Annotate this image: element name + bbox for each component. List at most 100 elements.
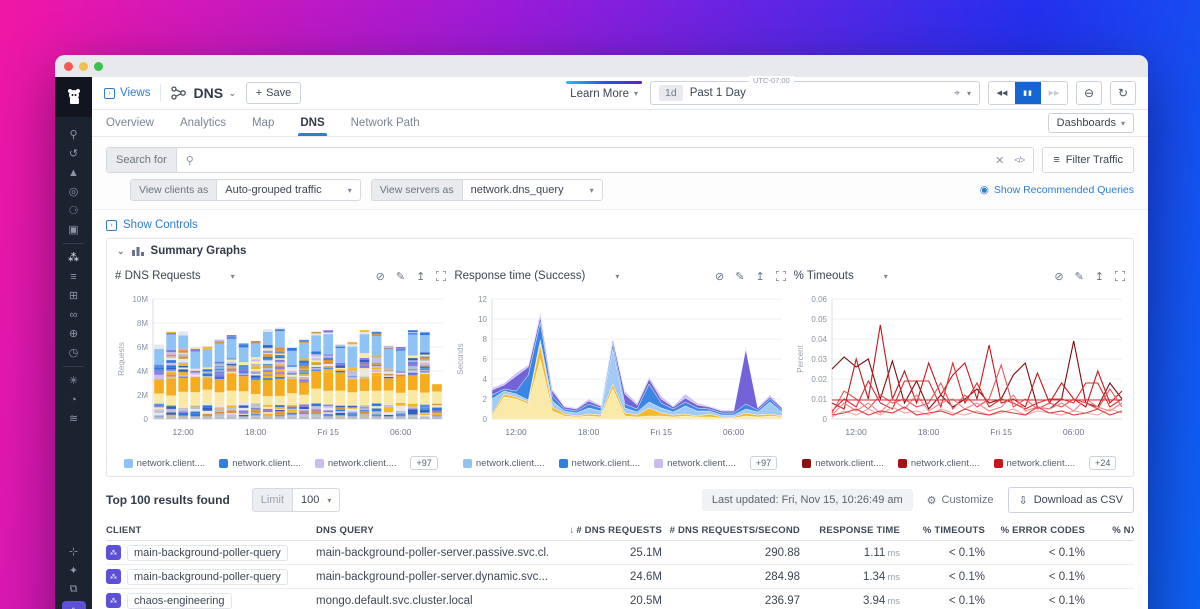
col-dns-requests-second[interactable]: # DNS REQUESTS/SECOND	[666, 525, 804, 536]
response-time-chart[interactable]: 024681012Seconds12:0018:00Fri 1506:00	[454, 289, 790, 447]
maximize-window-button[interactable]	[94, 62, 103, 71]
legend-item[interactable]: network.client....	[559, 458, 641, 469]
legend-more-badge[interactable]: +97	[750, 456, 777, 470]
globe-icon[interactable]: ⊕	[55, 324, 92, 343]
link-icon[interactable]: ∞	[55, 305, 92, 324]
expand-chart-icon[interactable]	[436, 271, 446, 281]
dns-query-cell[interactable]: mongo.default.svc.cluster.local	[316, 595, 548, 607]
pause-button[interactable]: ▮▮	[1015, 82, 1041, 104]
expand-chart-icon[interactable]	[776, 271, 786, 281]
integrations-icon[interactable]: ⊹	[55, 542, 92, 561]
time-range-selector[interactable]: UTC-07:00 1d Past 1 Day ⌖ ▾	[650, 81, 980, 105]
hide-chart-icon[interactable]: ⊘	[376, 270, 385, 283]
dns-query-cell[interactable]: main-background-poller-server.passive.sv…	[316, 547, 548, 559]
export-chart-icon[interactable]: ↥	[416, 270, 425, 283]
dashboards-dropdown[interactable]: Dashboards ▾	[1048, 113, 1134, 133]
show-controls-link[interactable]: › Show Controls	[92, 210, 1148, 231]
cube-icon[interactable]: ▣	[55, 220, 92, 239]
export-chart-icon[interactable]: ↥	[755, 270, 764, 283]
pin-icon[interactable]: ⌖	[954, 88, 960, 99]
col-error-codes[interactable]: % ERROR CODES	[989, 525, 1089, 536]
client-tag[interactable]: chaos-engineering	[127, 593, 232, 609]
dns-requests-chart[interactable]: 02M4M6M8M10MRequests12:0018:00Fri 1506:0…	[115, 289, 451, 447]
filter-icon[interactable]: ≡	[55, 267, 92, 286]
view-type-dropdown[interactable]: DNS ⌄	[171, 85, 235, 101]
client-tag[interactable]: main-background-poller-query	[127, 569, 288, 585]
col-response-time[interactable]: RESPONSE TIME	[804, 525, 904, 536]
refresh-button[interactable]: ↻	[1110, 81, 1136, 105]
legend-more-badge[interactable]: +24	[1089, 456, 1116, 470]
legend-item[interactable]: network.client....	[654, 458, 736, 469]
rewind-button[interactable]: ◀◀	[989, 82, 1015, 104]
binoculars-icon[interactable]: ⚆	[55, 201, 92, 220]
windows-icon[interactable]: ⊞	[55, 286, 92, 305]
col-dns-query[interactable]: DNS QUERY	[316, 525, 548, 536]
target-icon[interactable]: ◎	[55, 182, 92, 201]
sparkles-icon[interactable]: ✦	[55, 561, 92, 580]
edit-chart-icon[interactable]: ✎	[396, 270, 405, 283]
compass-icon[interactable]: ◷	[55, 343, 92, 362]
view-clients-select[interactable]: Auto-grouped traffic ▾	[217, 180, 359, 200]
view-servers-select[interactable]: network.dns_query ▾	[463, 180, 602, 200]
edit-chart-icon[interactable]: ✎	[1075, 270, 1084, 283]
edit-chart-icon[interactable]: ✎	[735, 270, 744, 283]
save-button[interactable]: + Save	[246, 82, 302, 104]
tab-analytics[interactable]: Analytics	[180, 110, 226, 136]
download-csv-button[interactable]: ⇩ Download as CSV	[1008, 487, 1135, 513]
timeouts-chart[interactable]: 00.010.020.030.040.050.06Percent12:0018:…	[794, 289, 1130, 447]
table-row[interactable]: ⁂ main-background-poller-query main-back…	[106, 565, 1134, 589]
copy-icon[interactable]: ⧉	[55, 580, 92, 599]
active-app-icon[interactable]: ⌂	[62, 601, 86, 609]
hide-chart-icon[interactable]: ⊘	[1054, 270, 1063, 283]
search-for-label[interactable]: Search for	[107, 148, 177, 172]
tab-overview[interactable]: Overview	[106, 110, 154, 136]
show-recommended-queries-link[interactable]: ◉ Show Recommended Queries	[980, 184, 1134, 196]
tab-network-path[interactable]: Network Path	[351, 110, 420, 136]
legend-item[interactable]: network.client....	[315, 458, 397, 469]
learn-more-dropdown[interactable]: Learn More ▾	[566, 83, 642, 104]
legend-item[interactable]: network.client....	[802, 458, 884, 469]
legend-item[interactable]: network.client....	[994, 458, 1076, 469]
clear-search-icon[interactable]: ✕	[995, 154, 1004, 167]
table-row[interactable]: ⁂ chaos-engineering mongo.default.svc.cl…	[106, 589, 1134, 609]
search-input[interactable]	[194, 148, 986, 172]
network-icon[interactable]: ⁂	[55, 248, 92, 267]
filter-traffic-button[interactable]: ≡ Filter Traffic	[1042, 147, 1134, 173]
expand-chart-icon[interactable]	[1115, 271, 1125, 281]
zoom-out-button[interactable]: ⊖	[1076, 81, 1102, 105]
close-window-button[interactable]	[64, 62, 73, 71]
col-timeouts[interactable]: % TIMEOUTS	[904, 525, 989, 536]
search-icon[interactable]: ⚲	[55, 125, 92, 144]
legend-item[interactable]: network.client....	[463, 458, 545, 469]
streams-icon[interactable]: ≋	[55, 409, 92, 428]
chart-metric-dropdown[interactable]: # DNS Requests ▾	[115, 270, 235, 282]
minimize-window-button[interactable]	[79, 62, 88, 71]
hide-chart-icon[interactable]: ⊘	[715, 270, 724, 283]
col-nxdomain[interactable]: % NXDOMAIN	[1089, 525, 1134, 536]
table-row[interactable]: ⁂ main-background-poller-query main-back…	[106, 541, 1134, 565]
export-chart-icon[interactable]: ↥	[1095, 270, 1104, 283]
col-client[interactable]: CLIENT	[106, 525, 316, 536]
summary-graphs-header[interactable]: ⌄ Summary Graphs	[107, 239, 1133, 263]
chart-icon[interactable]: ▲	[55, 163, 92, 182]
limit-select[interactable]: 100 ▾	[293, 489, 339, 511]
legend-item[interactable]: network.client....	[124, 458, 206, 469]
settings-icon[interactable]: ✳	[55, 371, 92, 390]
tab-dns[interactable]: DNS	[300, 110, 324, 136]
gauge-icon[interactable]: ◔	[55, 390, 92, 409]
legend-item[interactable]: network.client....	[219, 458, 301, 469]
dns-query-cell[interactable]: main-background-poller-server.dynamic.sv…	[316, 571, 548, 583]
legend-more-badge[interactable]: +97	[410, 456, 437, 470]
code-view-icon[interactable]: </>	[1014, 155, 1024, 165]
customize-button[interactable]: ⚙ Customize	[927, 494, 994, 507]
forward-button[interactable]: ▶▶	[1041, 82, 1067, 104]
chart-metric-dropdown[interactable]: % Timeouts ▾	[794, 270, 888, 282]
history-icon[interactable]: ↺	[55, 144, 92, 163]
tab-map[interactable]: Map	[252, 110, 274, 136]
legend-item[interactable]: network.client....	[898, 458, 980, 469]
col-dns-requests[interactable]: ↓# DNS REQUESTS	[548, 525, 666, 536]
views-button[interactable]: › Views	[104, 87, 150, 99]
client-tag[interactable]: main-background-poller-query	[127, 545, 288, 561]
caret-down-icon[interactable]: ▾	[967, 89, 971, 98]
chart-metric-dropdown[interactable]: Response time (Success) ▾	[454, 270, 619, 282]
